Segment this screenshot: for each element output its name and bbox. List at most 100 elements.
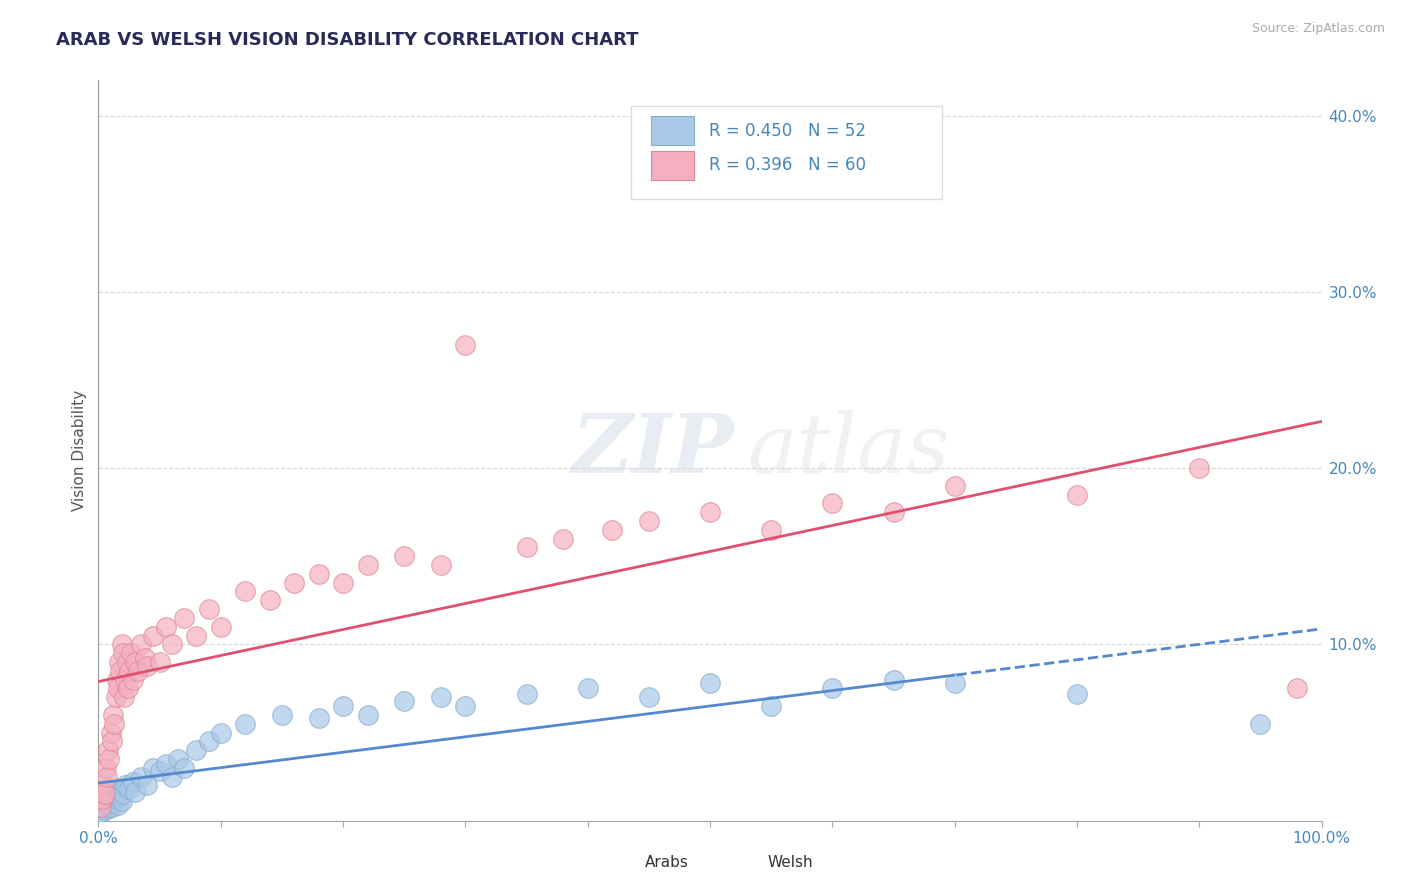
- Point: [155, 620, 177, 634]
- Text: ZIP: ZIP: [572, 410, 734, 491]
- Point: [118, 664, 141, 678]
- Point: [115, 655, 138, 669]
- Point: [96, 770, 118, 784]
- Point: [101, 707, 124, 722]
- Point: [108, 789, 131, 803]
- Point: [93, 803, 115, 817]
- FancyBboxPatch shape: [651, 151, 695, 180]
- Text: Source: ZipAtlas.com: Source: ZipAtlas.com: [1251, 22, 1385, 36]
- Point: [90, 805, 112, 819]
- Point: [283, 575, 305, 590]
- Point: [136, 658, 159, 673]
- Point: [209, 725, 232, 739]
- Point: [97, 743, 120, 757]
- Point: [94, 792, 117, 806]
- Point: [233, 584, 256, 599]
- Point: [186, 743, 208, 757]
- Point: [516, 541, 538, 555]
- Point: [308, 711, 330, 725]
- Point: [516, 687, 538, 701]
- Point: [118, 781, 141, 796]
- Point: [142, 761, 165, 775]
- Point: [197, 734, 219, 748]
- Point: [167, 752, 190, 766]
- Point: [134, 651, 156, 665]
- Point: [430, 690, 453, 705]
- Point: [699, 505, 721, 519]
- Point: [100, 794, 122, 808]
- Point: [121, 673, 143, 687]
- Point: [576, 681, 599, 696]
- Point: [155, 757, 177, 772]
- Point: [104, 690, 127, 705]
- Point: [943, 676, 966, 690]
- Point: [209, 620, 232, 634]
- Text: ARAB VS WELSH VISION DISABILITY CORRELATION CHART: ARAB VS WELSH VISION DISABILITY CORRELAT…: [56, 31, 638, 49]
- Point: [142, 629, 165, 643]
- Point: [124, 785, 146, 799]
- Point: [98, 801, 121, 815]
- Point: [117, 681, 139, 696]
- Point: [1188, 461, 1211, 475]
- Point: [114, 778, 136, 792]
- FancyBboxPatch shape: [728, 850, 759, 874]
- Point: [101, 790, 124, 805]
- Text: Welsh: Welsh: [768, 855, 813, 870]
- Point: [94, 761, 117, 775]
- Point: [638, 514, 661, 528]
- Point: [883, 505, 905, 519]
- Point: [1066, 687, 1088, 701]
- Point: [173, 761, 195, 775]
- Point: [107, 681, 129, 696]
- Point: [356, 558, 378, 572]
- Point: [356, 707, 378, 722]
- Point: [761, 523, 783, 537]
- Point: [160, 770, 183, 784]
- Point: [186, 629, 208, 643]
- Point: [430, 558, 453, 572]
- Point: [149, 655, 172, 669]
- Point: [233, 716, 256, 731]
- Point: [91, 796, 114, 810]
- Point: [1250, 716, 1272, 731]
- Point: [96, 797, 118, 812]
- Point: [107, 797, 129, 812]
- Point: [91, 792, 114, 806]
- Point: [821, 681, 844, 696]
- Point: [111, 794, 134, 808]
- FancyBboxPatch shape: [630, 106, 942, 199]
- Point: [104, 785, 127, 799]
- Point: [270, 707, 294, 722]
- Point: [103, 796, 125, 810]
- Point: [129, 770, 152, 784]
- Point: [332, 699, 354, 714]
- Point: [91, 799, 114, 814]
- Point: [127, 664, 149, 678]
- FancyBboxPatch shape: [651, 116, 695, 145]
- Point: [90, 799, 112, 814]
- Point: [101, 734, 124, 748]
- Point: [124, 655, 146, 669]
- Point: [553, 532, 575, 546]
- Point: [120, 646, 142, 660]
- Point: [103, 716, 125, 731]
- Point: [136, 778, 159, 792]
- Point: [111, 646, 134, 660]
- Point: [149, 764, 172, 779]
- Point: [97, 787, 120, 801]
- Point: [821, 496, 844, 510]
- Point: [1286, 681, 1309, 696]
- Point: [197, 602, 219, 616]
- Point: [1066, 487, 1088, 501]
- Point: [173, 611, 195, 625]
- Point: [91, 778, 114, 792]
- Point: [110, 664, 132, 678]
- Point: [112, 690, 135, 705]
- Point: [129, 637, 152, 651]
- FancyBboxPatch shape: [606, 850, 637, 874]
- Text: atlas: atlas: [747, 410, 949, 491]
- Point: [98, 752, 121, 766]
- Text: Arabs: Arabs: [645, 855, 689, 870]
- Point: [761, 699, 783, 714]
- Point: [114, 673, 136, 687]
